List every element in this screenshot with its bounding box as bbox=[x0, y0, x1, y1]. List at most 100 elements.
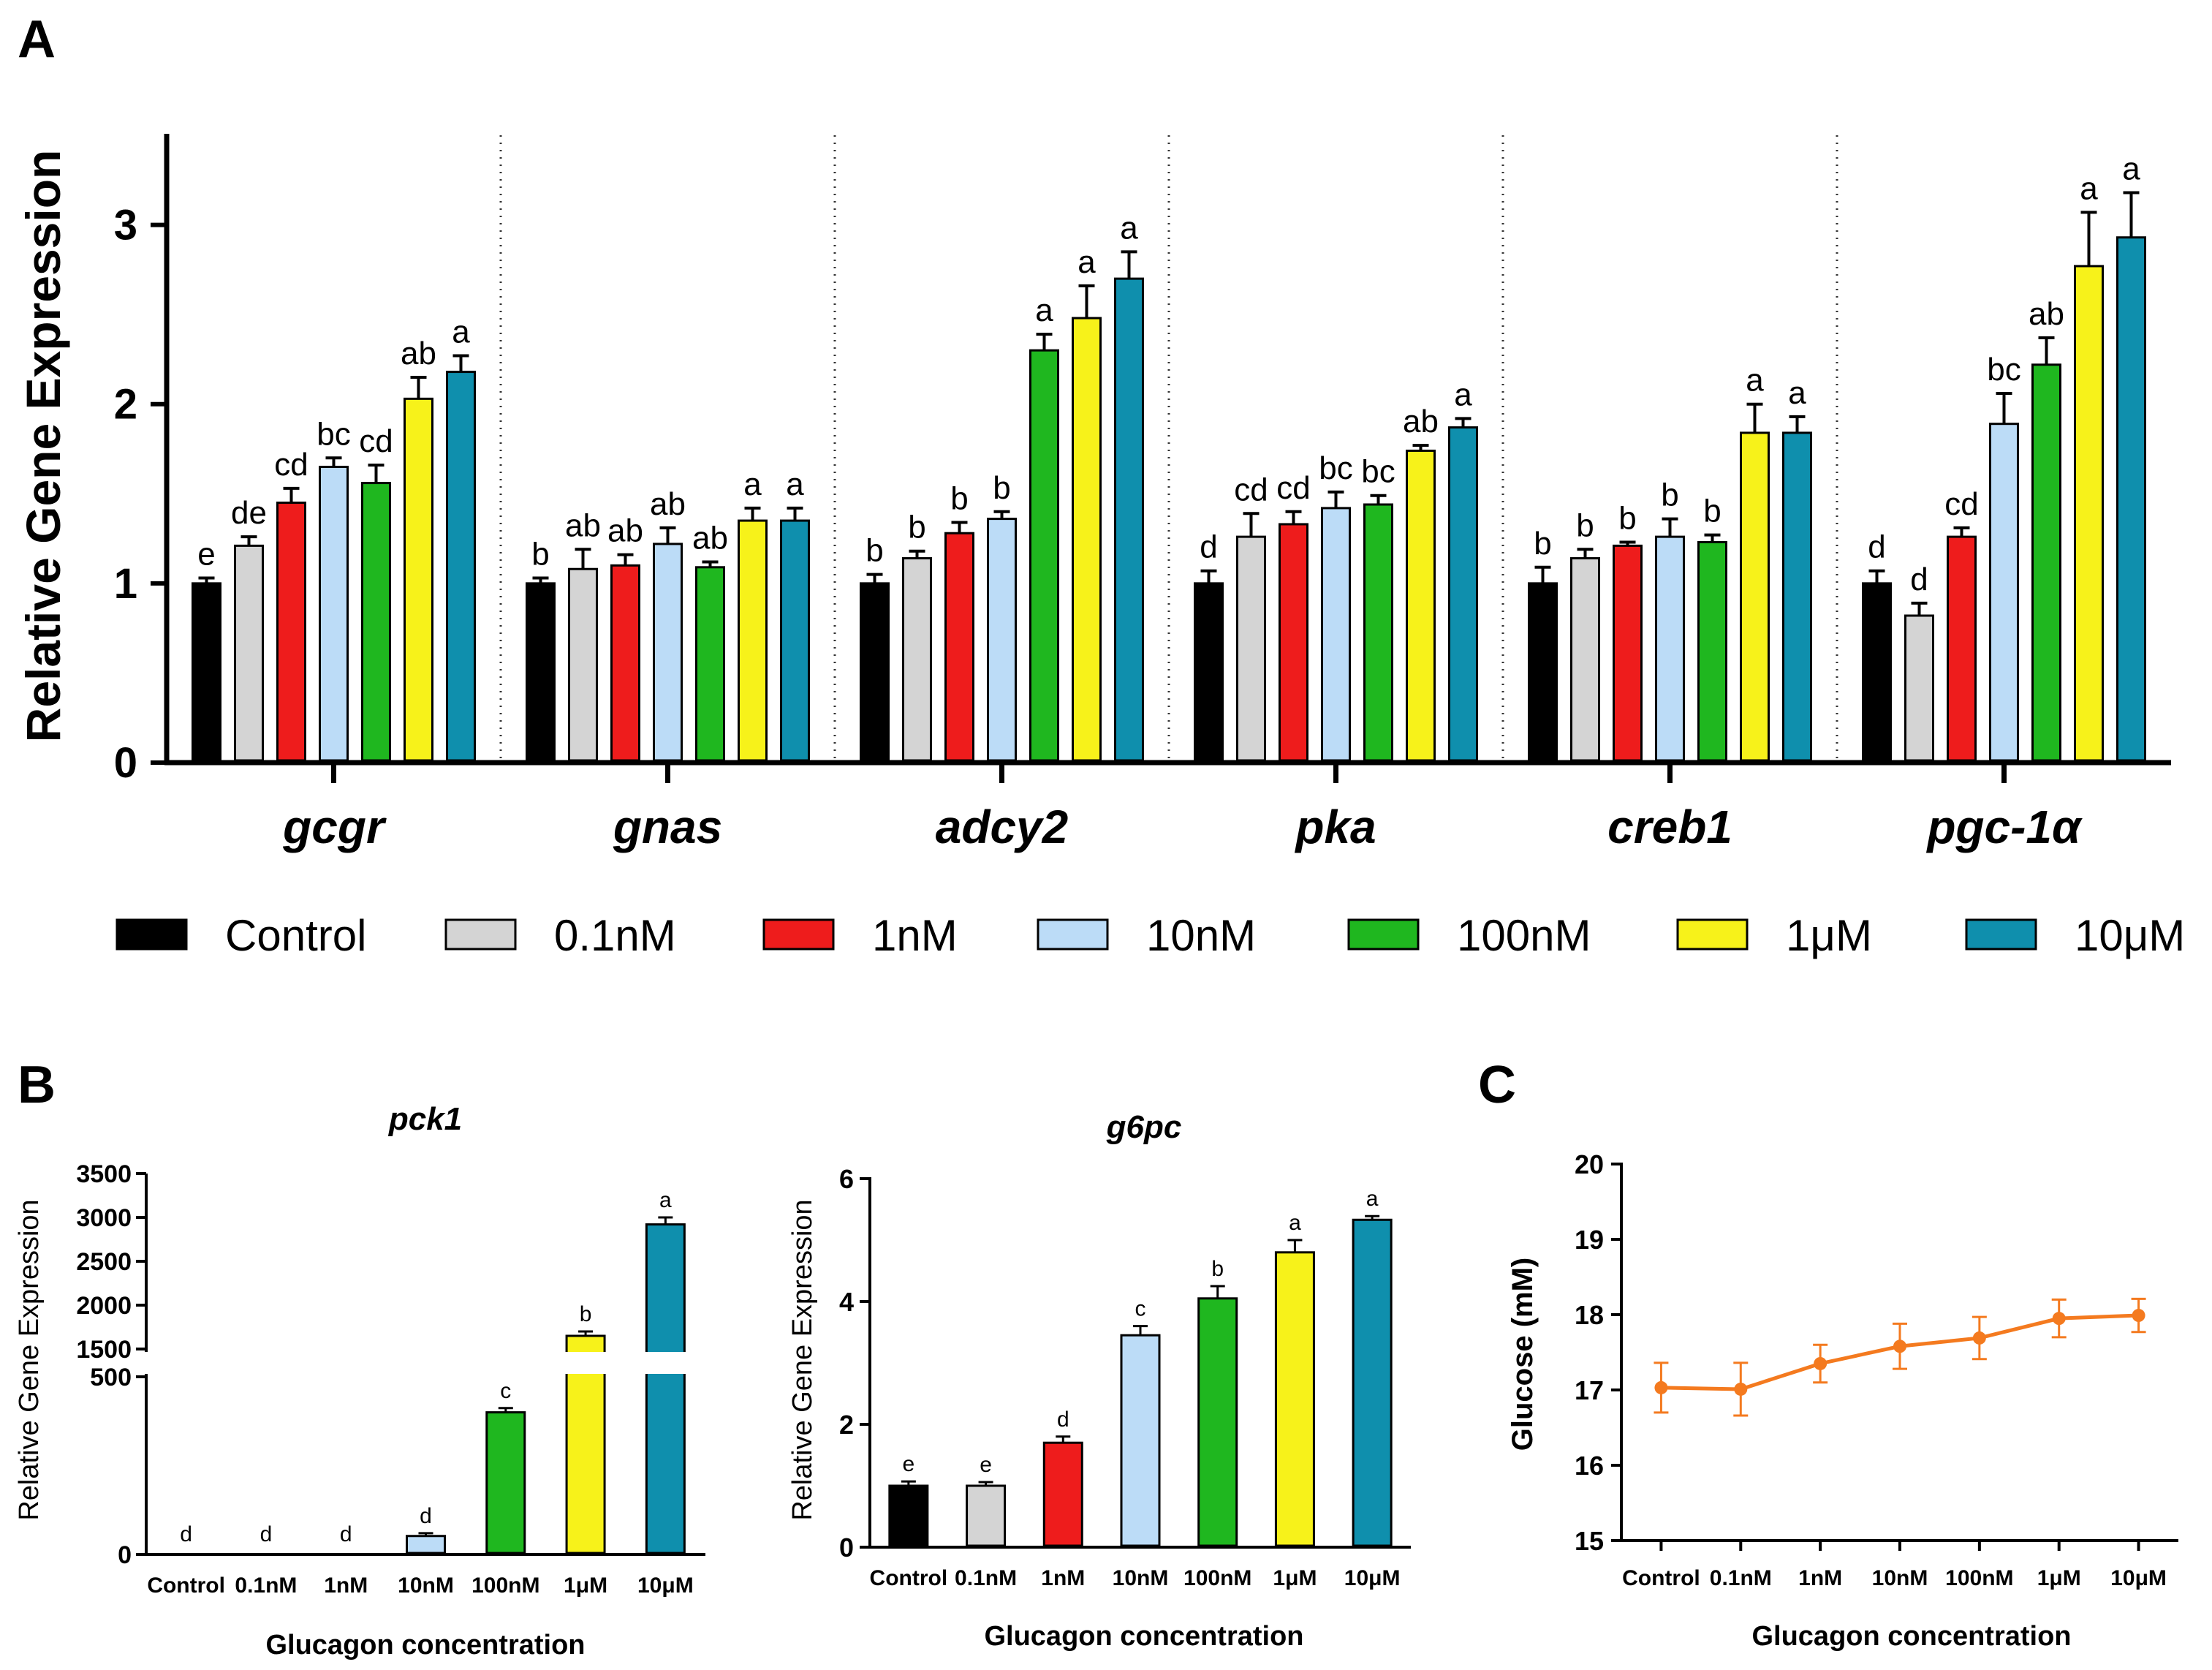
significance-letter: b bbox=[531, 537, 549, 573]
panel-label-a: A bbox=[18, 10, 56, 69]
y-tick-label: 16 bbox=[1575, 1451, 1604, 1481]
legend-swatch-1nM bbox=[762, 918, 835, 951]
y-tick-label: 3 bbox=[114, 202, 137, 249]
significance-letter: c bbox=[500, 1379, 511, 1403]
significance-letter: b bbox=[1661, 477, 1678, 513]
x-tick-label: 100nM bbox=[471, 1573, 539, 1598]
significance-letter: a bbox=[1289, 1211, 1301, 1235]
bar-pgc-1α-1nM bbox=[1947, 535, 1977, 762]
bar-1μM bbox=[1274, 1251, 1315, 1547]
x-tick-label: 1nM bbox=[324, 1573, 368, 1598]
significance-letter: b bbox=[866, 533, 883, 569]
significance-letter: a bbox=[659, 1188, 672, 1212]
significance-letter: a bbox=[743, 466, 762, 502]
x-tick-label: 1nM bbox=[1798, 1566, 1842, 1590]
bar-pgc-1α-0.1nM bbox=[1904, 614, 1934, 762]
bar-gnas-10nM bbox=[653, 543, 683, 762]
y-tick-label: 17 bbox=[1575, 1375, 1604, 1405]
x-axis-label: Glucagon concentration bbox=[1751, 1621, 2071, 1652]
x-axis-label: Glucagon concentration bbox=[265, 1630, 585, 1660]
x-tick-label: 1μM bbox=[564, 1573, 607, 1598]
significance-letter: e bbox=[197, 537, 215, 573]
bar-pgc-1α-Control bbox=[1862, 582, 1892, 762]
data-point-10nM bbox=[1893, 1340, 1906, 1353]
significance-letter: de bbox=[231, 495, 267, 531]
bar-100nM bbox=[1197, 1297, 1238, 1547]
bar-10μM bbox=[645, 1223, 686, 1554]
bar-pgc-1α-100nM bbox=[2031, 363, 2061, 762]
significance-letter: b bbox=[1576, 507, 1594, 543]
significance-letter: ab bbox=[2029, 296, 2064, 332]
x-axis-label: Glucagon concentration bbox=[984, 1621, 1303, 1652]
bar-gnas-100nM bbox=[695, 566, 725, 762]
category-label-pgc-1α: pgc-1α bbox=[1925, 801, 2083, 853]
bar-creb1-Control bbox=[1528, 582, 1558, 762]
bar-pka-Control bbox=[1194, 582, 1224, 762]
chart-title: pck1 bbox=[388, 1101, 462, 1137]
bar-gcgr-10μM bbox=[446, 371, 476, 762]
bar-adcy2-0.1nM bbox=[902, 557, 932, 762]
significance-letter: ab bbox=[650, 486, 686, 522]
bar-Control bbox=[888, 1484, 929, 1547]
x-tick-label: 10μM bbox=[1344, 1566, 1401, 1590]
y-tick-label: 3000 bbox=[76, 1204, 132, 1232]
bar-pka-1μM bbox=[1406, 449, 1436, 762]
significance-letter: cd bbox=[1276, 470, 1310, 506]
significance-letter: a bbox=[1035, 292, 1053, 328]
significance-letter: cd bbox=[274, 447, 308, 483]
significance-letter: b bbox=[1618, 500, 1636, 536]
y-axis-label: Relative Gene Expression bbox=[14, 1199, 45, 1520]
bar-10nM bbox=[1120, 1334, 1161, 1547]
significance-letter: cd bbox=[1944, 486, 1978, 522]
legend-label-10nM: 10nM bbox=[1146, 911, 1256, 960]
significance-letter: a bbox=[452, 314, 470, 350]
legend-label-Control: Control bbox=[225, 911, 366, 960]
legend-label-1nM: 1nM bbox=[872, 911, 958, 960]
significance-letter: b bbox=[1211, 1257, 1224, 1281]
y-tick-label: 2 bbox=[114, 381, 137, 428]
significance-letter: d bbox=[1868, 529, 1885, 565]
x-tick-label: Control bbox=[870, 1566, 948, 1590]
x-tick-label: Control bbox=[1622, 1566, 1700, 1590]
legend-swatch-10μM bbox=[1965, 918, 2037, 951]
bar-adcy2-Control bbox=[860, 582, 890, 762]
chart-title: g6pc bbox=[1106, 1109, 1182, 1145]
bar-0.1nM bbox=[966, 1484, 1007, 1547]
y-tick-label: 1500 bbox=[76, 1336, 132, 1364]
x-tick-label: 100nM bbox=[1945, 1566, 2013, 1590]
significance-letter: ab bbox=[401, 336, 436, 371]
x-tick-label: 1μM bbox=[2037, 1566, 2081, 1590]
data-point-Control bbox=[1654, 1380, 1668, 1394]
significance-letter: ab bbox=[607, 513, 643, 549]
x-tick-label: 10μM bbox=[2110, 1566, 2167, 1590]
category-label-gcgr: gcgr bbox=[282, 801, 387, 853]
legend-label-0.1nM: 0.1nM bbox=[554, 911, 676, 960]
y-tick-label: 2 bbox=[839, 1410, 854, 1440]
bar-creb1-100nM bbox=[1697, 540, 1727, 762]
significance-letter: b bbox=[993, 470, 1010, 506]
legend-label-10μM: 10μM bbox=[2075, 911, 2185, 960]
bar-gcgr-10nM bbox=[319, 466, 349, 762]
bar-gcgr-0.1nM bbox=[234, 544, 264, 762]
bar-adcy2-1nM bbox=[944, 532, 974, 762]
significance-letter: a bbox=[2122, 151, 2140, 186]
bar-gcgr-1nM bbox=[276, 502, 306, 762]
y-tick-label: 0 bbox=[118, 1541, 132, 1569]
bar-gnas-0.1nM bbox=[568, 567, 598, 762]
bar-gcgr-1μM bbox=[404, 397, 433, 762]
y-tick-label: 6 bbox=[839, 1164, 854, 1194]
bar-gnas-Control bbox=[526, 582, 556, 762]
y-tick-label: 20 bbox=[1575, 1149, 1604, 1179]
axis-break-gap bbox=[152, 1352, 711, 1374]
y-tick-label: 500 bbox=[90, 1364, 132, 1391]
bar-1nM bbox=[1042, 1441, 1083, 1547]
bar-10μM bbox=[1352, 1218, 1393, 1547]
bar-pka-10μM bbox=[1448, 426, 1478, 762]
y-tick-label: 19 bbox=[1575, 1225, 1604, 1255]
x-tick-label: 10nM bbox=[398, 1573, 454, 1598]
significance-letter: d bbox=[260, 1522, 273, 1546]
significance-letter: a bbox=[786, 466, 804, 502]
